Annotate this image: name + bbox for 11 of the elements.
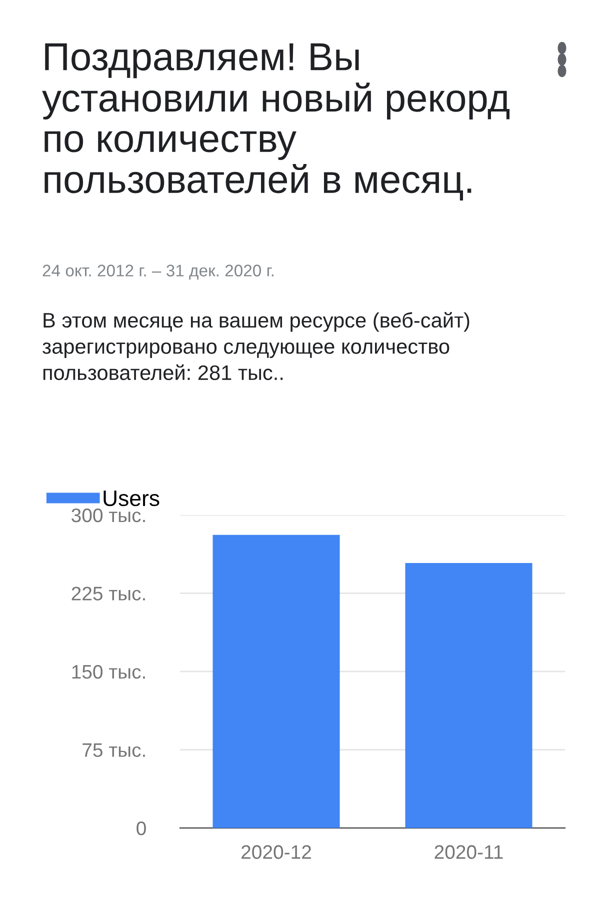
x-tick-label: 2020-11: [434, 845, 503, 859]
y-tick-label: 0: [136, 821, 146, 836]
y-tick-label: 300 тыс.: [72, 508, 145, 522]
text: В этом месяце на вашем ресурсе (веб-сайт) зарегистрировано следующее количество пользователей: 281 тыс..: [42, 312, 470, 380]
legend-label: Users: [104, 490, 160, 506]
chart-title: Поздравляем! Вы установили новый рекорд по количеству пользователей в месяц.: [42, 43, 510, 201]
y-tick-label: 150 тыс.: [72, 664, 145, 679]
chart-subtitle: 24 окт. 2012 г. – 31 дек. 2020 г.: [42, 264, 274, 280]
y-tick-label: 75 тыс.: [82, 743, 145, 757]
x-tick-label: 2020-12: [242, 845, 311, 859]
y-tick-label: 225 тыс.: [72, 586, 145, 600]
